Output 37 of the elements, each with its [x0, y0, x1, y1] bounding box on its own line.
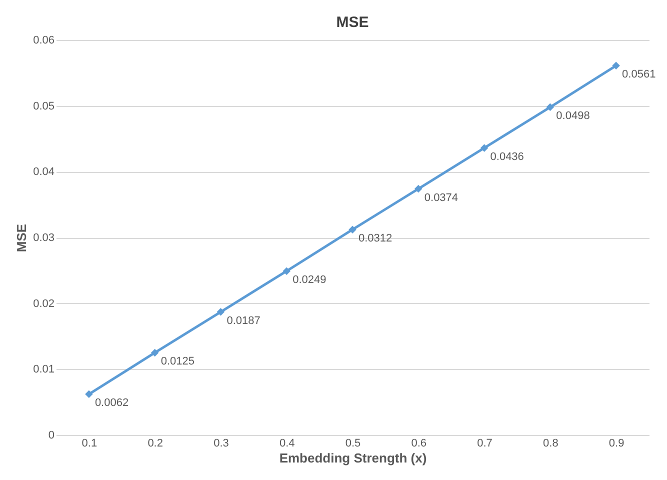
x-tick-label: 0.4 [279, 438, 295, 450]
x-tick-label: 0.9 [608, 438, 624, 450]
y-tick-label: 0 [48, 430, 54, 442]
x-axis-title: Embedding Strength (x) [279, 450, 427, 466]
point [282, 267, 290, 275]
data-label: 0.0249 [292, 274, 326, 286]
point [546, 103, 554, 112]
data-label: 0.0374 [424, 192, 458, 204]
point [612, 62, 620, 70]
y-tick-label: 0.04 [33, 166, 54, 178]
x-tick-label: 0.1 [82, 438, 98, 450]
point [85, 390, 93, 398]
data-label: 0.0498 [556, 110, 590, 122]
data-label: 0.0062 [94, 397, 129, 410]
y-tick-label: 0.05 [33, 100, 54, 112]
x-tick-label: 0.7 [477, 438, 492, 450]
chart-title: MSE [336, 14, 369, 31]
x-tick-label: 0.5 [345, 438, 361, 450]
x-tick-label: 0.6 [411, 438, 427, 450]
x-tick-label: 0.3 [214, 438, 229, 450]
point [150, 348, 159, 357]
point [348, 226, 356, 234]
y-axis-title: MSE [14, 224, 30, 252]
point [480, 144, 488, 152]
point [216, 308, 225, 316]
x-tick-label: 0.8 [543, 438, 558, 450]
data-label: 0.0436 [490, 150, 524, 163]
y-tick-label: 0.01 [33, 364, 54, 376]
y-tick-label: 0.03 [33, 232, 54, 244]
y-tick-label: 0.06 [33, 34, 54, 46]
data-label: 0.0312 [358, 232, 392, 245]
data-label: 0.0561 [622, 68, 656, 81]
point [414, 184, 422, 193]
data-label: 0.0125 [160, 356, 194, 368]
y-tick-label: 0.02 [33, 298, 54, 310]
x-tick-label: 0.2 [148, 438, 163, 450]
data-label: 0.0187 [226, 314, 260, 327]
